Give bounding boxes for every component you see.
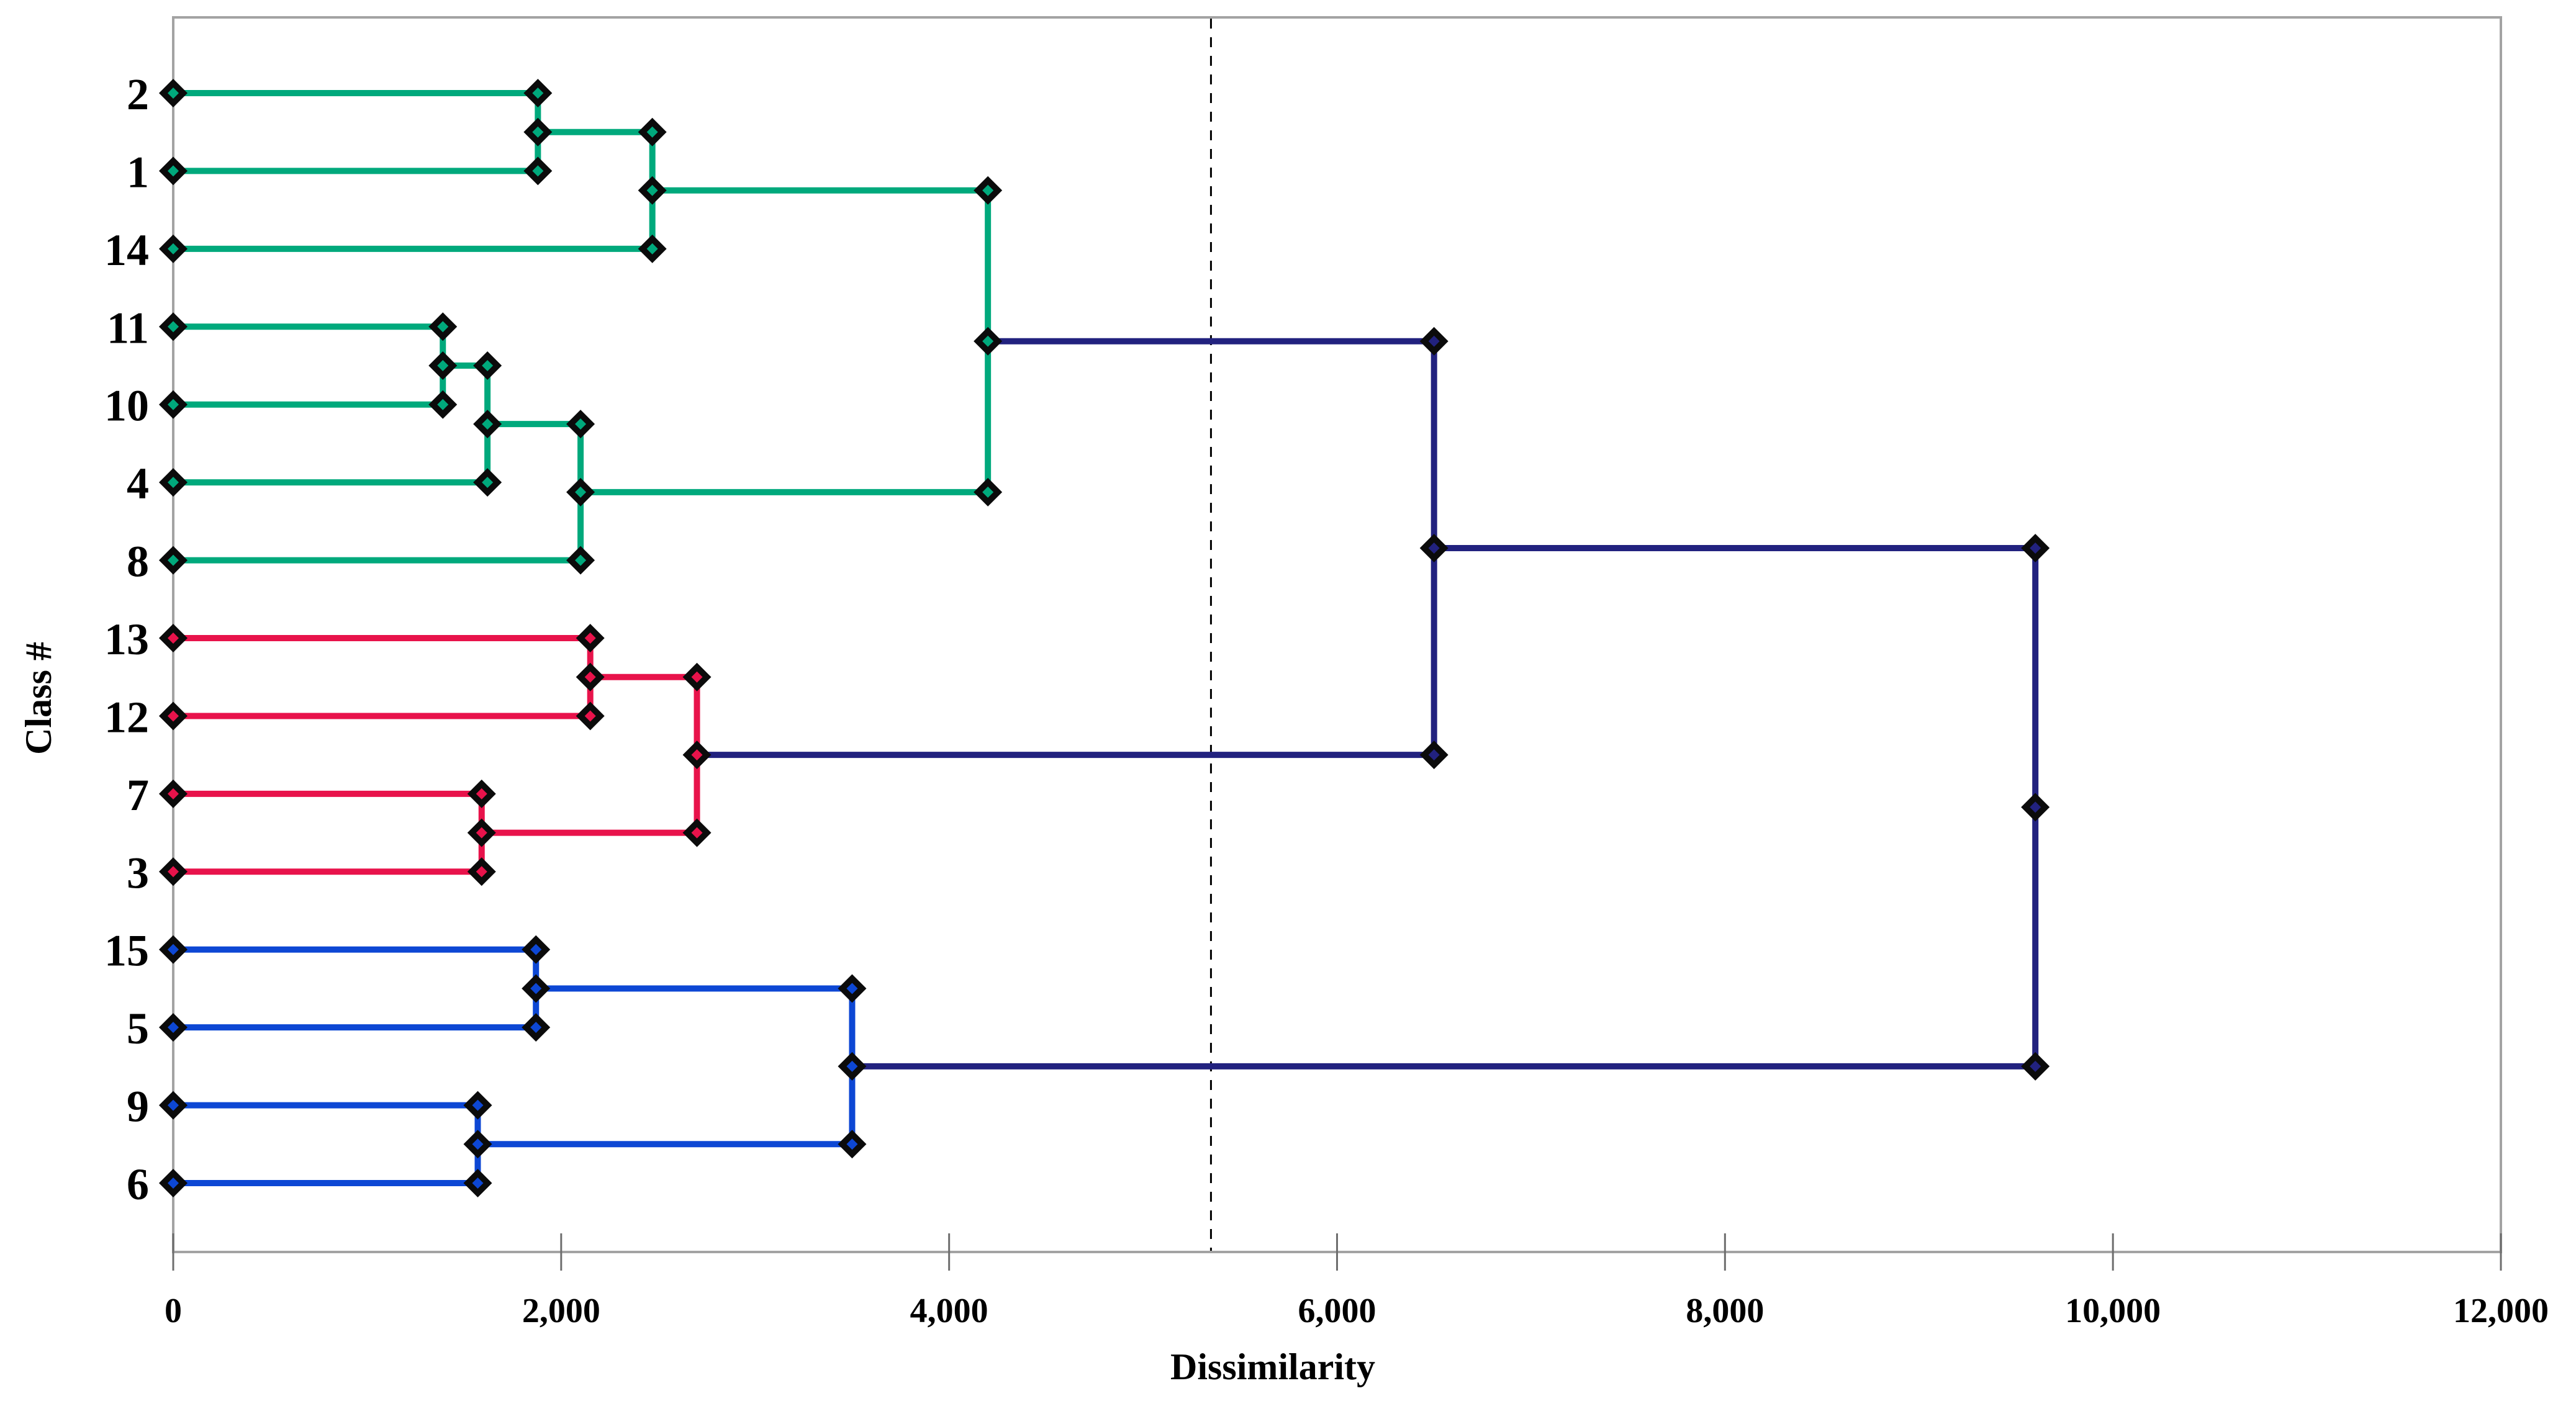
node-marker-core xyxy=(482,418,494,430)
node-marker-core xyxy=(476,788,487,799)
class-label: 6 xyxy=(127,1160,149,1209)
node-marker-core xyxy=(530,1022,542,1033)
node-marker-core xyxy=(575,554,587,566)
x-tick-label: 10,000 xyxy=(2065,1292,2161,1330)
class-label: 4 xyxy=(127,459,149,508)
node-marker-core xyxy=(691,827,703,839)
node-marker-core xyxy=(691,749,703,761)
class-label: 8 xyxy=(127,537,149,587)
node-marker-core xyxy=(532,88,544,99)
node-marker-core xyxy=(168,88,179,99)
class-label: 10 xyxy=(104,381,149,431)
node-marker-core xyxy=(168,554,179,566)
node-marker-core xyxy=(584,633,596,644)
node-marker-core xyxy=(1428,749,1440,761)
node-marker-core xyxy=(846,1060,858,1072)
x-tick-label: 8,000 xyxy=(1686,1292,1764,1330)
node-marker-core xyxy=(168,710,179,722)
x-tick-label: 4,000 xyxy=(910,1292,988,1330)
class-label: 13 xyxy=(104,615,149,664)
node-marker-core xyxy=(646,126,658,138)
class-label: 7 xyxy=(127,770,149,820)
node-marker-core xyxy=(482,360,494,372)
node-marker-core xyxy=(437,321,449,333)
node-marker-core xyxy=(472,1178,484,1189)
node-marker-core xyxy=(437,360,449,372)
node-marker-core xyxy=(846,1138,858,1150)
node-marker-core xyxy=(476,866,487,878)
node-marker-core xyxy=(584,671,596,683)
class-label: 15 xyxy=(104,926,149,976)
node-marker-core xyxy=(575,418,587,430)
x-axis-title: Dissimilarity xyxy=(1170,1346,1375,1387)
class-label: 12 xyxy=(104,692,149,742)
node-marker-core xyxy=(472,1099,484,1111)
node-marker-core xyxy=(168,243,179,254)
node-marker-core xyxy=(1428,335,1440,347)
node-marker-core xyxy=(168,321,179,333)
class-label: 11 xyxy=(107,303,149,353)
node-marker-core xyxy=(584,710,596,722)
node-marker-core xyxy=(482,477,494,489)
node-marker-core xyxy=(168,633,179,644)
x-tick-label: 6,000 xyxy=(1298,1292,1376,1330)
node-marker-core xyxy=(2030,542,2041,554)
node-marker-core xyxy=(2030,1060,2041,1072)
node-marker-core xyxy=(532,165,544,177)
node-marker-core xyxy=(2030,801,2041,813)
node-marker-core xyxy=(168,477,179,489)
node-marker-core xyxy=(168,943,179,955)
node-marker-core xyxy=(168,1178,179,1189)
node-marker-core xyxy=(646,243,658,254)
node-marker-core xyxy=(476,827,487,839)
class-label: 1 xyxy=(127,147,149,197)
node-marker-core xyxy=(168,866,179,878)
x-tick-label: 12,000 xyxy=(2453,1292,2549,1330)
class-label: 2 xyxy=(127,70,149,119)
node-marker-core xyxy=(532,126,544,138)
x-tick-label: 2,000 xyxy=(522,1292,600,1330)
node-marker-core xyxy=(1428,542,1440,554)
node-marker-core xyxy=(168,1099,179,1111)
node-marker-core xyxy=(646,184,658,196)
node-marker-core xyxy=(168,399,179,410)
node-marker-core xyxy=(691,671,703,683)
node-marker-core xyxy=(168,1022,179,1033)
node-marker-core xyxy=(982,184,994,196)
node-marker-core xyxy=(530,943,542,955)
class-label: 14 xyxy=(104,225,149,275)
node-marker-core xyxy=(982,486,994,498)
node-marker-core xyxy=(530,983,542,994)
class-label: 3 xyxy=(127,848,149,898)
node-marker-core xyxy=(472,1138,484,1150)
node-marker-core xyxy=(982,335,994,347)
node-marker-core xyxy=(168,788,179,799)
node-marker-core xyxy=(575,486,587,498)
node-marker-core xyxy=(168,165,179,177)
y-axis-title: Class # xyxy=(18,642,59,755)
node-marker-core xyxy=(846,983,858,994)
x-tick-label: 0 xyxy=(165,1292,182,1330)
class-label: 5 xyxy=(127,1004,149,1053)
node-marker-core xyxy=(437,399,449,410)
class-label: 9 xyxy=(127,1082,149,1132)
